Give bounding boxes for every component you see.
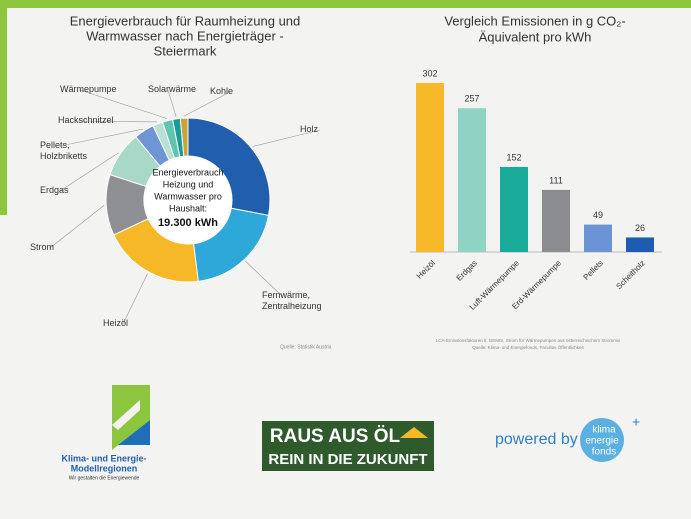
leader-line — [77, 120, 158, 123]
source: Quelle: Statistik Austria — [280, 344, 332, 350]
segment-label: Pellets, Holzbriketts — [40, 140, 88, 161]
leader-line — [79, 89, 168, 119]
value-label: 152 — [506, 152, 521, 162]
bar — [584, 224, 612, 252]
value-label: 257 — [464, 94, 479, 104]
center-text: Heizung und — [163, 179, 214, 189]
charts: Energieverbrauch für Raumheizung undWarm… — [49, 13, 662, 350]
bar — [542, 189, 570, 252]
x-tick-label: Scheitholz — [614, 259, 646, 291]
logo-text: REIN IN DIE ZUKUNFT — [268, 451, 427, 468]
top-border — [0, 0, 691, 8]
logo-plus: + — [632, 414, 640, 430]
logo-text: energie — [585, 436, 619, 447]
leader-line — [245, 261, 283, 297]
logo-circle — [580, 418, 624, 462]
logo-shape — [112, 400, 140, 430]
left-border — [0, 0, 7, 215]
segment-label: Fernwärme, Zentralheizung — [262, 290, 322, 311]
center-text: Warmwasser pro — [154, 191, 222, 201]
segment-label: Hackschnitzel — [58, 115, 114, 125]
chart-title: Warmwasser nach Energieträger - — [86, 28, 283, 43]
logo-text: klima — [592, 425, 616, 436]
leader-line — [122, 273, 148, 325]
logo-box — [262, 421, 434, 471]
donut-hole — [145, 157, 231, 243]
value-label: 49 — [593, 210, 603, 220]
segment-label: Heizöl — [103, 318, 129, 328]
leader-line — [183, 91, 231, 117]
leader-line — [167, 89, 177, 117]
logo-text: fonds — [592, 447, 616, 458]
logo-text: RAUS AUS ÖL — [270, 426, 401, 447]
x-tick-label: Pellets — [582, 259, 605, 282]
bar — [416, 83, 444, 252]
logo-text: Wir gestalten die Energiewende — [69, 475, 140, 481]
leader-line — [49, 205, 105, 249]
center-text: Energieverbrauch — [152, 167, 223, 177]
chart-title: Äquivalent pro kWh — [479, 29, 592, 44]
leader-line — [59, 128, 144, 147]
x-tick-label: Heizöl — [415, 258, 437, 280]
center-text: 19.300 kWh — [158, 217, 218, 229]
logo-shape — [118, 420, 150, 445]
center-text: Haushalt: — [169, 203, 207, 213]
bar — [626, 237, 654, 252]
chart-title: Energieverbrauch für Raumheizung und — [70, 13, 301, 28]
chart-title: Steiermark — [154, 43, 217, 58]
x-tick-label: Erdgas — [455, 259, 479, 283]
segment-label: Solarwärme — [148, 84, 197, 94]
segment-label: Strom — [30, 242, 55, 252]
value-label: 26 — [635, 223, 645, 233]
segment-label: Erdgas — [40, 185, 69, 195]
value-label: 302 — [422, 68, 437, 78]
leader-line — [59, 152, 119, 192]
segment-label: Holz — [300, 124, 319, 134]
bar — [500, 166, 528, 252]
source: LCA-Emissionsfaktoren lt. GEMIS, Strom f… — [436, 338, 621, 343]
segment-label: Kohle — [210, 86, 234, 96]
logo-house — [400, 427, 428, 438]
bar — [458, 108, 486, 252]
donut-segment — [179, 117, 189, 157]
donut-segment — [187, 117, 271, 216]
segment-label: Wärmepumpe — [60, 84, 117, 94]
value-label: 111 — [549, 175, 563, 185]
source: Quelle: Klima- und Energiefonds, Faculta… — [472, 344, 584, 350]
leader-line — [252, 129, 321, 147]
logo-text: Modellregionen — [71, 463, 138, 473]
logo-text: powered by — [495, 431, 578, 448]
chart-title: Vergleich Emissionen in g CO₂- — [444, 13, 625, 28]
logo-text: Klima- und Energie- — [61, 453, 146, 463]
